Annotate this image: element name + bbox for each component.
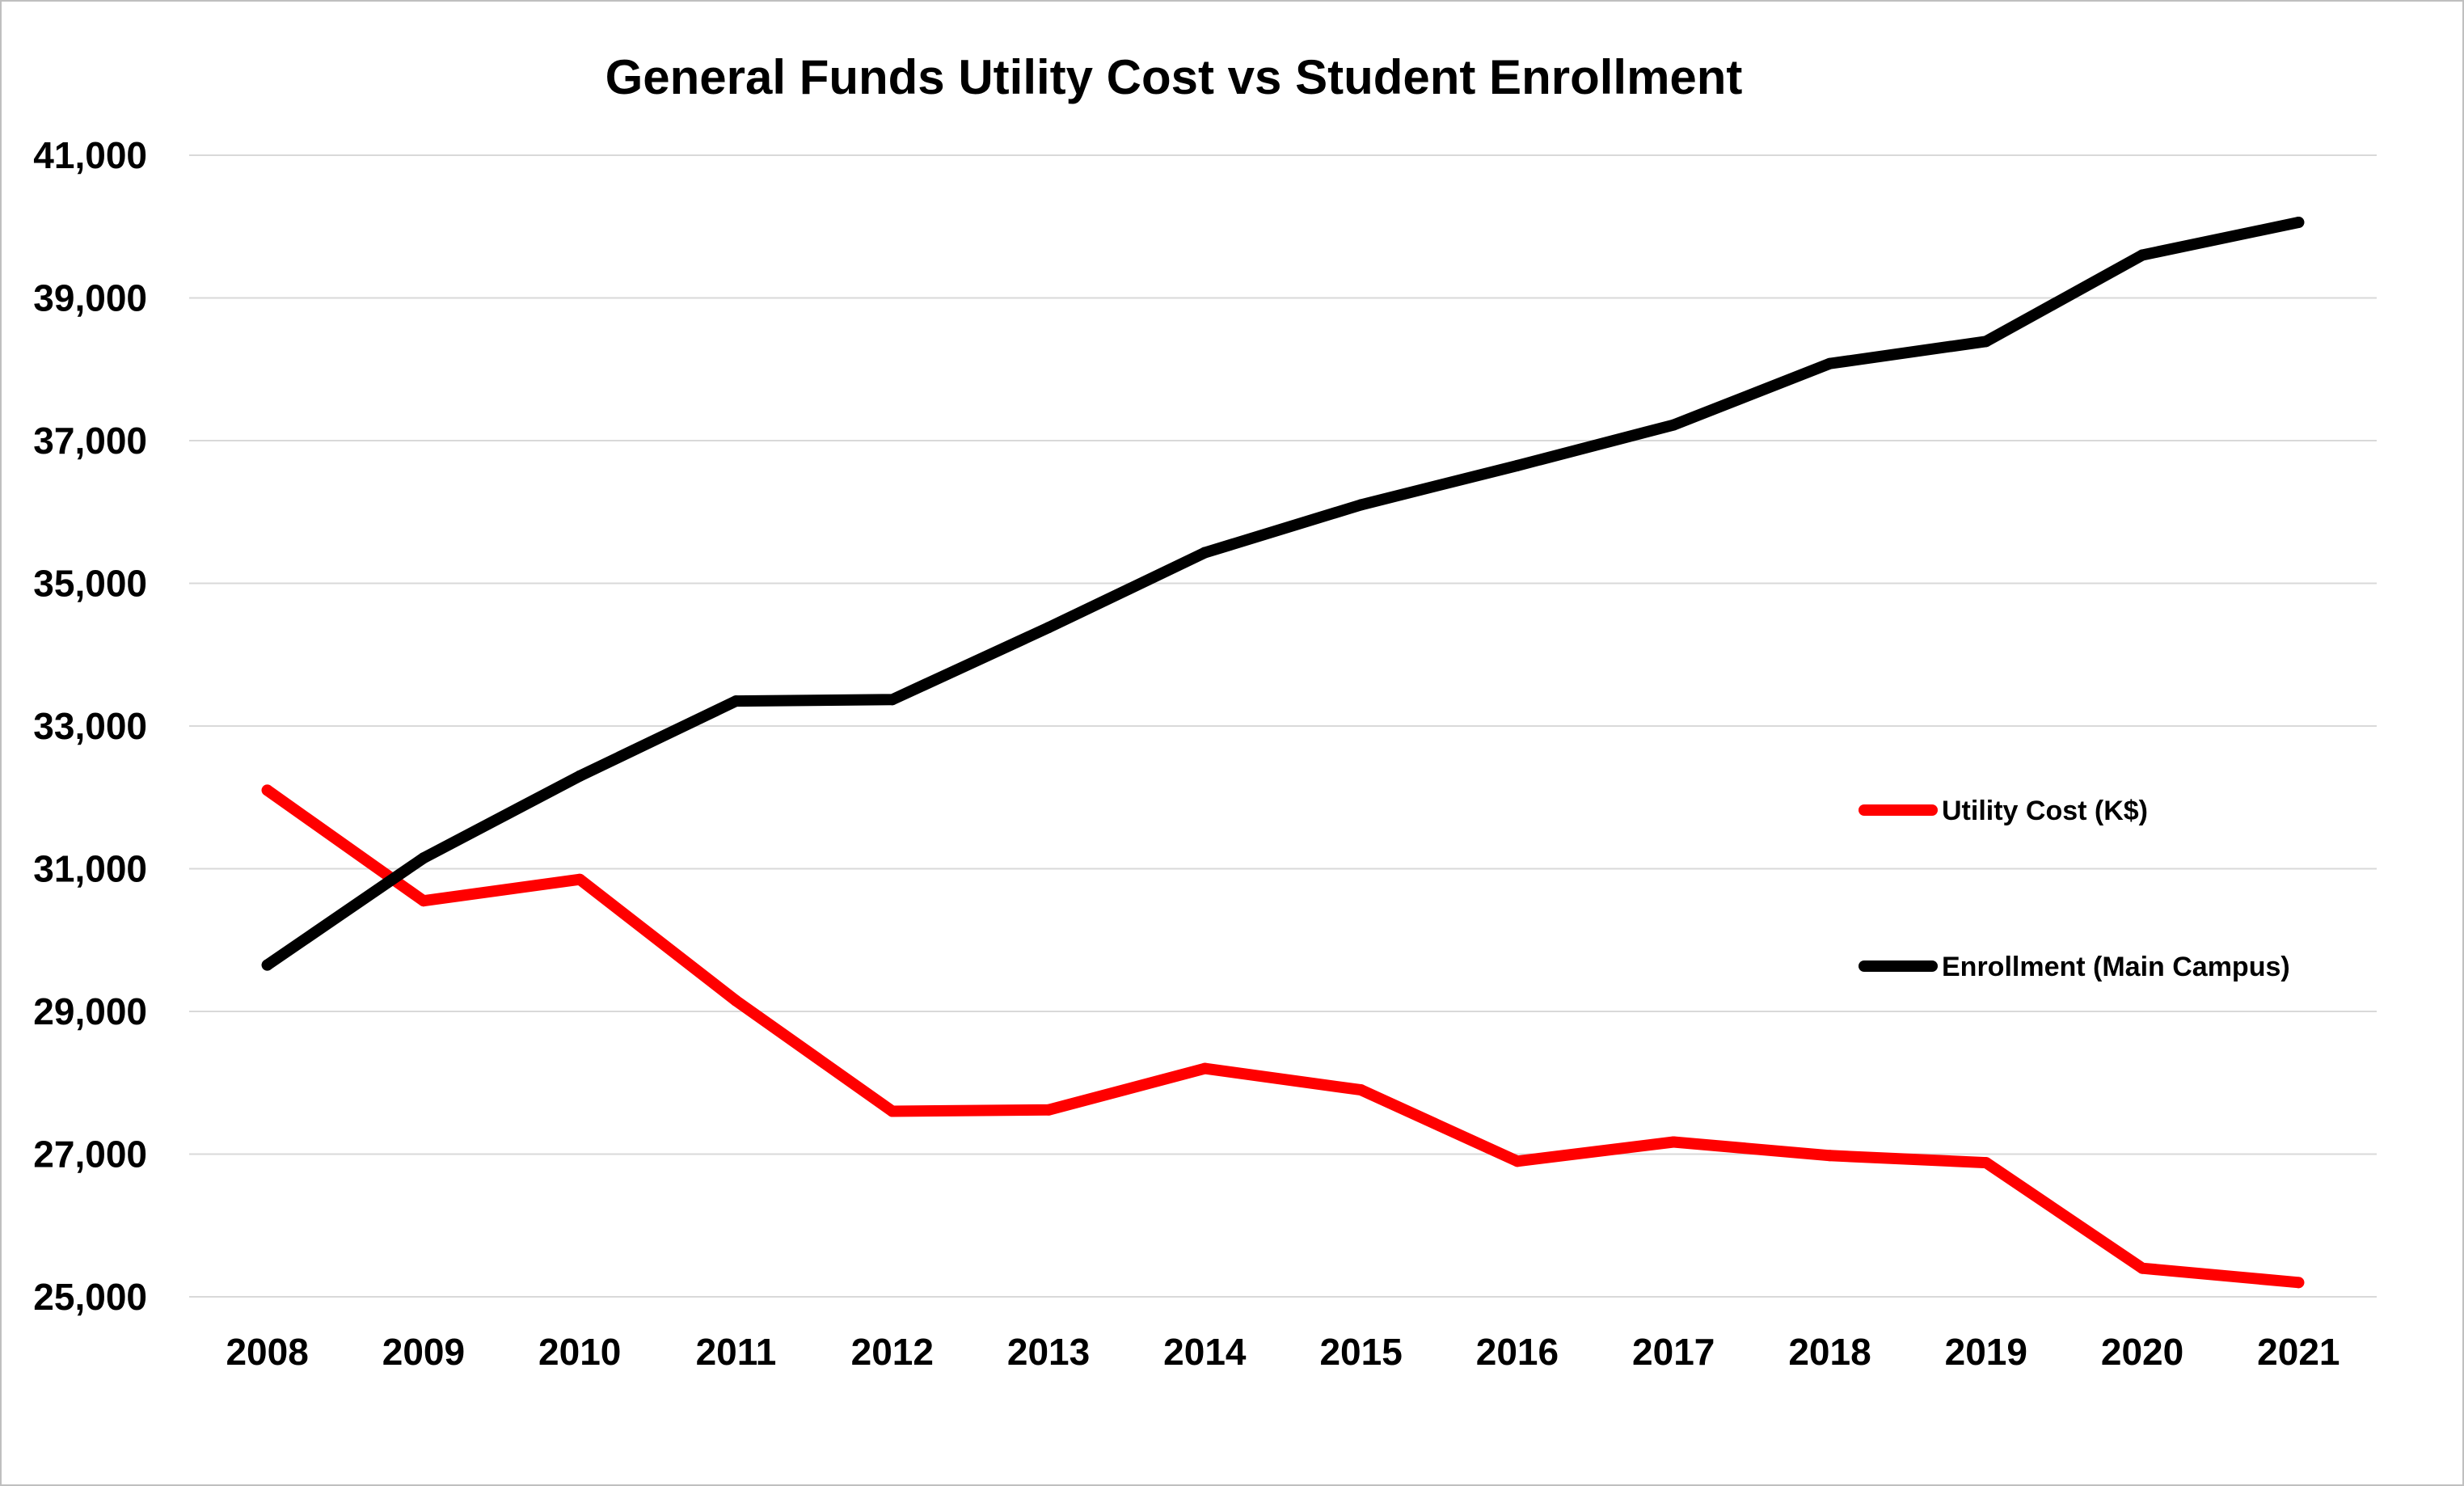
data-point xyxy=(261,959,273,971)
x-tick-label: 2017 xyxy=(1632,1331,1715,1373)
x-tick-label: 2008 xyxy=(226,1331,308,1373)
legend: Utility Cost (K$) Enrollment (Main Campus… xyxy=(1859,796,2290,982)
x-tick-label: 2013 xyxy=(1007,1331,1090,1373)
data-point xyxy=(1511,459,1523,471)
y-tick-label: 25,000 xyxy=(33,1276,147,1318)
chart-title: General Funds Utility Cost vs Student En… xyxy=(605,50,1743,104)
series-line-1 xyxy=(261,217,2305,971)
data-point xyxy=(574,873,586,885)
data-point xyxy=(2293,216,2305,228)
legend-label-0: Utility Cost (K$) xyxy=(1942,796,2148,826)
x-tick-label: 2015 xyxy=(1319,1331,1402,1373)
data-point xyxy=(1355,1084,1367,1096)
x-tick-label: 2012 xyxy=(851,1331,934,1373)
x-tick-label: 2010 xyxy=(538,1331,621,1373)
data-point xyxy=(1511,1155,1523,1167)
data-point xyxy=(886,1105,898,1117)
data-point xyxy=(2137,249,2149,261)
series-lines xyxy=(261,216,2305,1289)
data-point xyxy=(1824,357,1836,369)
data-point xyxy=(1824,1150,1836,1162)
data-point xyxy=(2293,1277,2305,1289)
legend-label-1: Enrollment (Main Campus) xyxy=(1942,952,2290,982)
data-point xyxy=(1043,622,1055,634)
x-tick-label: 2021 xyxy=(2257,1331,2340,1373)
x-tick-label: 2020 xyxy=(2101,1331,2183,1373)
data-point xyxy=(730,994,742,1007)
y-tick-label: 41,000 xyxy=(33,134,147,176)
y-tick-label: 29,000 xyxy=(33,990,147,1032)
data-point xyxy=(261,784,273,796)
data-point xyxy=(1199,547,1211,559)
data-point xyxy=(417,895,429,907)
x-tick-label: 2016 xyxy=(1476,1331,1559,1373)
x-tick-label: 2018 xyxy=(1788,1331,1871,1373)
y-tick-label: 39,000 xyxy=(33,277,147,319)
data-point xyxy=(2137,1262,2149,1274)
data-point xyxy=(1980,1157,1992,1169)
data-point xyxy=(1668,419,1680,431)
x-axis-ticks: 2008 2009 2010 2011 2012 2013 2014 2015 2016 2017… xyxy=(226,1331,2340,1373)
y-tick-label: 33,000 xyxy=(33,705,147,747)
gridlines xyxy=(189,154,2377,1298)
data-point xyxy=(1668,1136,1680,1148)
series-line-0 xyxy=(261,784,2305,1289)
x-tick-label: 2019 xyxy=(1945,1331,2027,1373)
y-tick-label: 37,000 xyxy=(33,420,147,462)
x-tick-label: 2011 xyxy=(696,1331,777,1373)
data-point xyxy=(1980,336,1992,348)
y-tick-label: 31,000 xyxy=(33,848,147,890)
data-point xyxy=(574,770,586,782)
data-point xyxy=(1043,1104,1055,1116)
y-tick-label: 27,000 xyxy=(33,1133,147,1176)
y-axis-ticks: 25,000 27,000 29,000 31,000 33,000 35,000 37,0… xyxy=(33,134,147,1318)
data-point xyxy=(886,694,898,706)
data-point xyxy=(1199,1062,1211,1074)
data-point xyxy=(417,852,429,864)
data-point xyxy=(1355,499,1367,511)
x-tick-label: 2009 xyxy=(382,1331,465,1373)
data-point xyxy=(730,695,742,707)
y-tick-label: 35,000 xyxy=(33,563,147,605)
x-tick-label: 2014 xyxy=(1163,1331,1247,1373)
